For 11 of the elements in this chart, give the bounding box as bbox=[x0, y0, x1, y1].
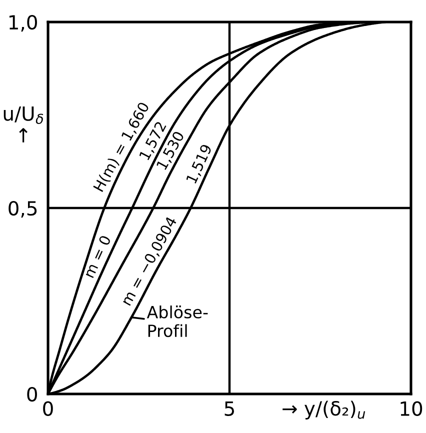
annotation: m = 0 bbox=[83, 234, 112, 278]
x-tick-label: 10 bbox=[400, 401, 422, 416]
y-tick-label: 0,5 bbox=[8, 200, 37, 218]
y-axis-title: u/U$_{δ}$ ↑ bbox=[4, 106, 44, 142]
x-tick-label: 0 bbox=[43, 401, 53, 416]
x-tick-label: 5 bbox=[224, 402, 234, 416]
y-tick-label: 0 bbox=[27, 386, 37, 402]
annotation: Ablöse- Profil bbox=[146, 306, 208, 338]
x-axis-title: → y/(δ₂)$_{u}$ bbox=[282, 400, 366, 420]
annotation: 1,519 bbox=[186, 144, 214, 184]
y-tick-label: 1,0 bbox=[9, 14, 37, 32]
